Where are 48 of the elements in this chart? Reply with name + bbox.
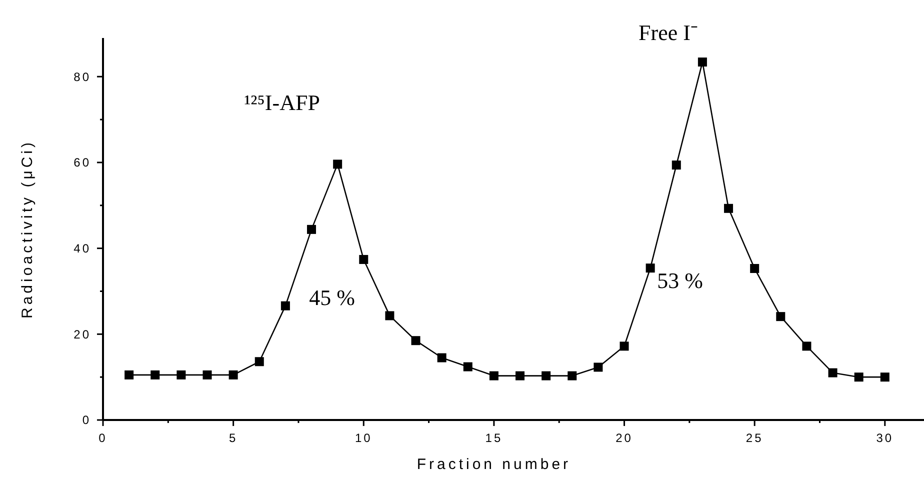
point [542,371,551,380]
point [307,224,316,234]
point [359,254,368,264]
x-tick-label: 0 [98,431,108,445]
point [646,264,655,273]
y-tick-label: 20 [74,327,91,342]
point [854,372,864,382]
point [776,312,786,322]
y-tick-label: 40 [74,242,91,256]
point [385,311,394,320]
annotation: ¹²⁵I-AFP [244,90,320,115]
x-tick-label: 20 [616,431,633,445]
point [880,372,890,382]
y-axis-title: Radioactivity (μCi) [19,140,36,318]
point [254,357,264,366]
point [463,362,472,372]
point [568,371,577,380]
point [489,371,498,380]
point [672,160,681,170]
point [228,370,238,380]
x-tick-label: 30 [876,431,894,445]
point [333,160,342,169]
x-tick-label: 10 [354,431,372,445]
point [411,336,420,346]
x-tick-label: 15 [485,431,503,445]
point [750,264,760,273]
point [594,362,603,372]
point [176,370,186,380]
point [124,370,134,380]
point [280,301,290,310]
point [150,370,160,380]
y-tick-label: 0 [82,413,91,428]
x-tick-label: 5 [228,431,238,445]
annotation: Free I⁻ [638,20,698,45]
point [202,370,212,380]
x-tick-label: 25 [746,431,764,445]
point [698,58,707,67]
point [620,342,629,351]
annotation: 45 % [309,285,355,310]
x-axis-title: Fraction number [416,456,572,473]
y-tick-label: 60 [74,156,91,170]
y-tick-label: 80 [74,70,91,84]
point [437,353,446,362]
annotation: 53 % [657,268,703,293]
point [802,342,812,351]
point [724,204,734,213]
point [516,371,525,380]
point [828,368,838,378]
